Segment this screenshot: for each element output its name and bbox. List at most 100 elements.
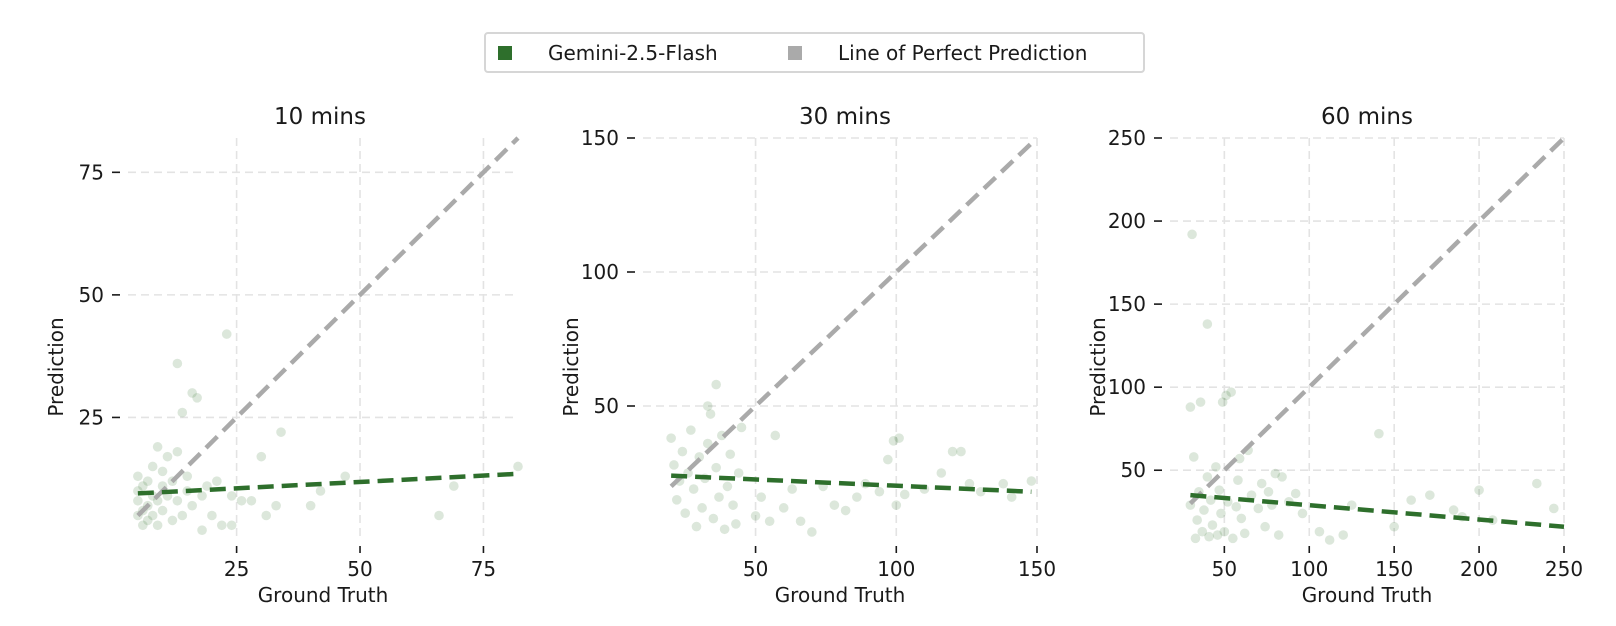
data-point: [162, 451, 173, 462]
data-point: [956, 446, 966, 457]
data-point: [1314, 526, 1325, 537]
data-point: [226, 520, 237, 531]
data-point: [899, 489, 910, 500]
data-point: [714, 492, 724, 502]
data-point: [276, 427, 286, 437]
data-point: [894, 433, 904, 443]
data-point: [1187, 229, 1197, 240]
data-point: [666, 433, 676, 443]
data-point: [1324, 535, 1335, 545]
data-point: [1236, 513, 1247, 524]
data-point: [226, 491, 237, 501]
data-point: [708, 513, 719, 524]
data-point: [1263, 487, 1274, 497]
data-point: [315, 486, 326, 496]
data-point: [221, 329, 232, 339]
data-point: [216, 520, 227, 531]
x-axis-label: Ground Truth: [775, 583, 906, 607]
chart-panel-3: 50 100 150 200 250 50 100 150 200 250 60 mins Groun…: [1086, 104, 1583, 607]
data-point: [192, 393, 202, 403]
data-point: [764, 516, 775, 527]
data-point: [434, 510, 444, 521]
data-point: [1474, 485, 1484, 495]
data-point: [1026, 476, 1037, 486]
chart-title: 60 mins: [1321, 104, 1413, 130]
x-tick-label: 75: [471, 557, 496, 581]
x-tick-label: 150: [1018, 557, 1056, 581]
data-point: [157, 505, 168, 516]
data-point: [1549, 503, 1559, 514]
data-point: [340, 471, 351, 482]
data-point: [711, 462, 721, 473]
data-point: [1228, 533, 1238, 544]
data-point: [874, 486, 885, 497]
data-point: [736, 422, 747, 433]
data-point: [1260, 521, 1270, 532]
data-point: [888, 436, 899, 446]
data-point: [725, 449, 736, 460]
data-point: [691, 521, 702, 532]
data-point: [172, 358, 183, 369]
chart-panel-2: 50 100 150 50 100 150 30 mins Ground Truth Predi…: [559, 104, 1056, 607]
data-point: [891, 500, 902, 510]
legend-label-perfect: Line of Perfect Prediction: [838, 40, 1088, 65]
y-tick-label: 50: [594, 394, 619, 418]
data-point: [449, 481, 459, 491]
data-point: [1231, 501, 1242, 512]
data-point: [1204, 531, 1214, 542]
data-point: [1212, 530, 1223, 540]
y-tick-label: 250: [1108, 126, 1146, 150]
data-point: [1297, 508, 1308, 519]
data-point: [669, 460, 679, 470]
data-point: [728, 500, 738, 510]
data-point: [722, 481, 733, 492]
data-point: [1234, 453, 1245, 464]
y-tick-label: 75: [79, 160, 104, 184]
data-point: [172, 446, 183, 457]
data-point: [1216, 508, 1226, 519]
data-point: [702, 438, 713, 449]
data-point: [138, 520, 148, 531]
data-point: [1195, 397, 1206, 407]
data-point: [1226, 387, 1236, 397]
data-point: [686, 425, 696, 435]
data-point: [677, 446, 688, 457]
trend-line: [1190, 492, 1565, 529]
x-tick-label: 100: [1290, 557, 1328, 581]
trend-line: [137, 471, 519, 496]
data-point: [1448, 505, 1459, 515]
chart-title: 30 mins: [799, 104, 891, 130]
data-point: [246, 495, 257, 506]
data-point: [1270, 468, 1281, 479]
data-point: [1202, 472, 1213, 482]
y-axis-label: Prediction: [559, 317, 583, 416]
y-tick-label: 50: [1121, 458, 1146, 482]
data-point: [719, 524, 730, 535]
data-point: [680, 508, 691, 518]
data-point: [177, 407, 188, 418]
y-tick-label: 100: [581, 260, 619, 284]
chart-title: 10 mins: [274, 104, 366, 130]
data-point: [142, 515, 153, 526]
data-point: [172, 495, 183, 506]
data-point: [1532, 478, 1542, 489]
data-point: [152, 442, 163, 452]
data-point: [947, 446, 958, 457]
data-point: [1277, 472, 1287, 482]
legend: Gemini-2.5-Flash Line of Perfect Predict…: [484, 32, 1145, 73]
y-tick-label: 200: [1108, 209, 1146, 233]
x-tick-label: 50: [743, 557, 768, 581]
data-point: [157, 466, 168, 477]
data-point: [236, 495, 247, 506]
x-tick-label: 50: [1212, 557, 1237, 581]
data-point: [1214, 485, 1225, 495]
perfect-prediction-line: [669, 141, 1033, 489]
x-tick-label: 200: [1460, 557, 1498, 581]
data-point: [731, 519, 741, 529]
data-point: [271, 500, 281, 511]
y-tick-label: 100: [1108, 375, 1146, 399]
data-point: [1199, 505, 1209, 515]
data-point: [1273, 530, 1284, 540]
legend-swatch-gemini: [498, 45, 512, 60]
data-point: [147, 510, 158, 521]
